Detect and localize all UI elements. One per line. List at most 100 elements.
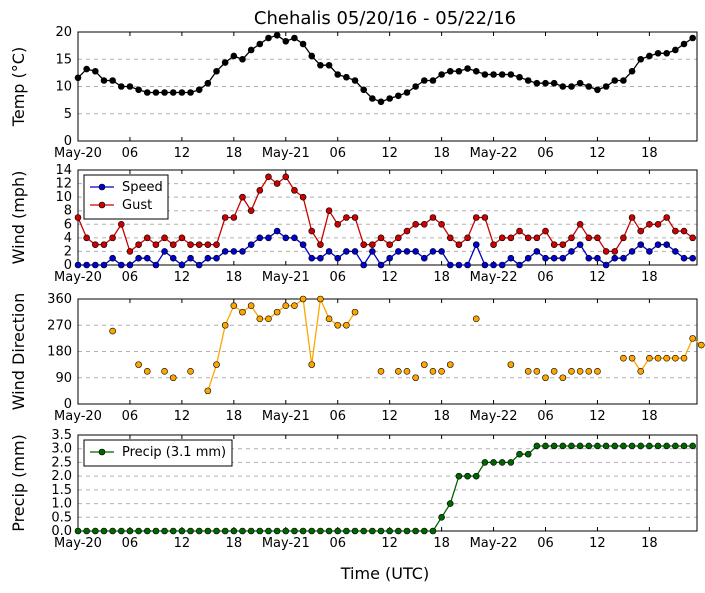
- x-tick-label: 18: [226, 270, 243, 285]
- data-point: [654, 354, 662, 362]
- data-point: [672, 248, 679, 255]
- data-point: [498, 459, 506, 466]
- y-tick-label: 0.0: [51, 524, 72, 539]
- data-point: [403, 227, 411, 235]
- y-tick-label: 10: [55, 80, 72, 95]
- data-point: [386, 527, 393, 535]
- data-point: [325, 527, 333, 535]
- data-point: [429, 214, 437, 221]
- data-point: [455, 261, 463, 269]
- data-point: [247, 46, 255, 54]
- data-point: [420, 77, 428, 84]
- data-point: [239, 527, 246, 535]
- data-point: [663, 241, 670, 248]
- data-point: [420, 361, 428, 368]
- data-point: [446, 500, 454, 507]
- data-point: [291, 302, 298, 310]
- data-point: [273, 308, 281, 316]
- data-point: [299, 241, 307, 248]
- data-point: [213, 361, 220, 368]
- y-tick-label: 1.0: [51, 497, 72, 512]
- data-point: [187, 241, 194, 248]
- x-tick-label: 06: [537, 536, 554, 551]
- data-point: [308, 52, 316, 60]
- data-point: [221, 59, 229, 66]
- y-tick-label: 5: [64, 107, 72, 122]
- y-axis-label: Wind Direction: [9, 293, 28, 411]
- y-axis-label: Temp (°C): [9, 47, 28, 127]
- y-tick-label: 3.0: [51, 442, 72, 457]
- data-point: [472, 67, 480, 75]
- data-point: [178, 261, 186, 269]
- data-point: [169, 241, 177, 248]
- legend-label: Gust: [122, 198, 152, 213]
- data-point: [654, 241, 662, 248]
- data-point: [187, 527, 194, 535]
- data-point: [204, 79, 212, 87]
- data-point: [498, 234, 506, 242]
- data-point: [490, 459, 497, 466]
- data-point: [637, 55, 645, 63]
- data-point: [334, 254, 342, 262]
- data-point: [464, 65, 471, 72]
- data-point: [100, 261, 108, 269]
- x-tick-label: May-21: [262, 536, 310, 551]
- wind-legend: Speed Gust: [83, 174, 169, 220]
- data-point: [594, 442, 601, 450]
- data-point: [195, 527, 203, 535]
- data-point: [559, 241, 567, 248]
- data-point: [135, 241, 142, 248]
- data-point: [472, 315, 480, 323]
- data-point: [135, 361, 142, 368]
- data-point: [576, 220, 584, 228]
- data-point: [325, 61, 333, 69]
- data-point: [317, 527, 324, 535]
- data-point: [109, 254, 116, 262]
- data-point: [273, 227, 281, 235]
- data-point: [187, 368, 194, 375]
- data-point: [273, 180, 281, 187]
- data-point: [282, 234, 290, 242]
- data-point: [143, 368, 151, 375]
- x-tick-label: May-21: [262, 270, 310, 285]
- y-tick-label: 90: [55, 371, 72, 386]
- data-point: [611, 248, 619, 255]
- data-point: [317, 254, 324, 262]
- data-point: [490, 71, 497, 78]
- data-point: [317, 295, 324, 303]
- data-point: [351, 214, 359, 221]
- data-point: [403, 248, 411, 255]
- data-point: [637, 241, 645, 248]
- data-point: [585, 83, 593, 90]
- data-point: [550, 241, 558, 248]
- data-point: [169, 527, 177, 535]
- data-point: [628, 67, 636, 75]
- data-point: [308, 361, 316, 368]
- data-point: [334, 527, 342, 535]
- data-point: [533, 368, 541, 375]
- data-point: [152, 527, 160, 535]
- data-point: [403, 368, 411, 375]
- data-point: [533, 248, 541, 255]
- data-point: [239, 193, 246, 201]
- data-point: [126, 261, 134, 269]
- data-point: [334, 321, 342, 329]
- data-point: [689, 335, 696, 342]
- x-tick-label: 06: [537, 146, 554, 161]
- data-point: [698, 341, 705, 349]
- data-point: [576, 79, 584, 87]
- data-point: [395, 92, 402, 100]
- y-tick-label: 360: [47, 292, 72, 307]
- data-point: [83, 65, 90, 73]
- data-point: [282, 302, 290, 310]
- data-point: [377, 527, 385, 535]
- data-point: [92, 67, 99, 75]
- data-point: [628, 214, 636, 221]
- data-point: [507, 254, 515, 262]
- data-point: [646, 354, 653, 362]
- data-point: [343, 248, 350, 255]
- y-tick-label: 15: [55, 52, 72, 67]
- data-point: [343, 73, 350, 81]
- data-point: [420, 527, 428, 535]
- data-point: [377, 234, 385, 242]
